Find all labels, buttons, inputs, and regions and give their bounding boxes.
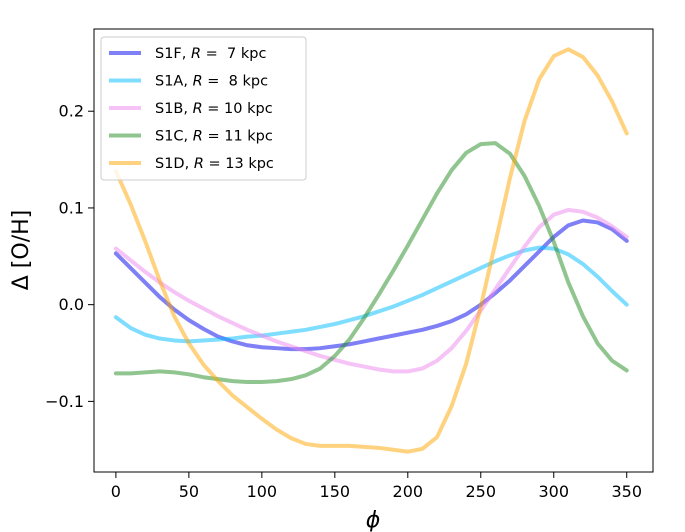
x-tick-label: 200 (393, 482, 424, 501)
series-line-s1a (113, 245, 629, 344)
y-axis-label: Δ [O/H] (9, 210, 34, 290)
legend-value: = 8 kpc (203, 74, 268, 90)
legend: S1F, R = 7 kpc S1A, R = 8 kpc S1B, R = 10 … (100, 36, 307, 181)
legend-series-name: S1C, (155, 129, 193, 145)
legend-series-name: S1F, (155, 46, 191, 62)
legend-variable: R (194, 156, 204, 172)
y-axis-ticks: −0.1 0.0 0.1 0.2 (45, 102, 94, 411)
y-tick-label: 0.0 (59, 295, 84, 314)
x-tick-label: 300 (538, 482, 569, 501)
x-tick-label: 100 (247, 482, 278, 501)
x-tick-label: 350 (611, 482, 642, 501)
y-tick-label: 0.2 (59, 102, 84, 121)
x-tick-label: 50 (179, 482, 199, 501)
legend-variable: R (193, 101, 203, 117)
legend-variable: R (193, 74, 203, 90)
series-line-s1d (113, 47, 629, 454)
legend-entry-s1c: S1C, R = 11 kpc (155, 129, 273, 145)
legend-value: = 11 kpc (203, 129, 273, 145)
legend-value: = 13 kpc (204, 156, 274, 172)
x-tick-label: 250 (466, 482, 497, 501)
y-tick-label: −0.1 (45, 392, 84, 411)
legend-entry-s1a: S1A, R = 8 kpc (155, 74, 268, 90)
legend-value: = 7 kpc (201, 46, 266, 62)
y-tick-label: 0.1 (59, 198, 84, 217)
legend-entry-s1f: S1F, R = 7 kpc (155, 46, 266, 62)
legend-entry-s1d: S1D, R = 13 kpc (155, 156, 274, 172)
series-line-s1b (113, 207, 629, 374)
series-line-s1c (113, 141, 629, 385)
legend-variable: R (191, 46, 201, 62)
legend-value: = 10 kpc (203, 101, 273, 117)
legend-series-name: S1B, (155, 101, 193, 117)
legend-series-name: S1D, (155, 156, 194, 172)
x-axis-ticks: 0 50 100 150 200 250 300 350 (111, 472, 642, 501)
series-lines (113, 47, 629, 454)
legend-box (100, 36, 307, 181)
legend-entry-s1b: S1B, R = 10 kpc (155, 101, 273, 117)
x-axis-label: ϕ (366, 508, 381, 532)
plot-area-frame (93, 28, 654, 473)
x-tick-label: 150 (320, 482, 351, 501)
x-tick-label: 0 (111, 482, 121, 501)
series-line-s1f (113, 218, 629, 352)
legend-series-name: S1A, (155, 74, 193, 90)
legend-variable: R (193, 129, 203, 145)
